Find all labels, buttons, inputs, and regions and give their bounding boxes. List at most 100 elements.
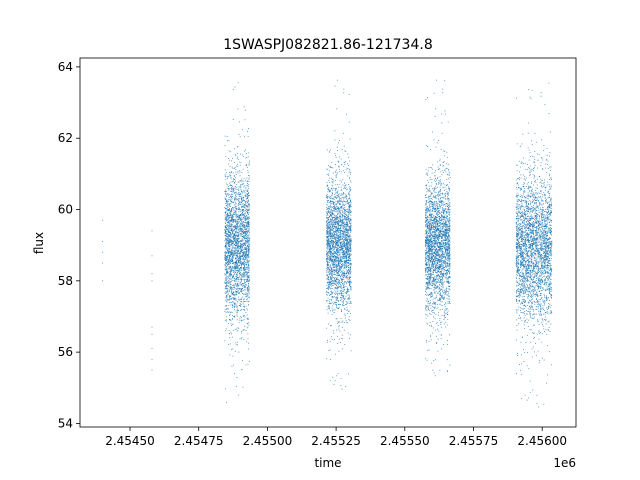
data-point bbox=[229, 237, 231, 239]
data-point bbox=[246, 196, 248, 198]
data-point bbox=[329, 256, 331, 257]
data-point bbox=[248, 271, 250, 273]
data-point bbox=[238, 225, 240, 227]
data-point bbox=[228, 188, 230, 190]
data-point bbox=[343, 88, 345, 90]
data-point bbox=[225, 248, 227, 250]
data-point bbox=[246, 267, 248, 269]
data-point bbox=[338, 246, 340, 248]
data-point bbox=[336, 146, 338, 148]
data-point bbox=[330, 278, 332, 280]
data-point bbox=[228, 214, 229, 216]
data-point bbox=[348, 276, 350, 278]
data-point bbox=[230, 253, 232, 254]
data-point bbox=[333, 276, 334, 278]
data-point bbox=[240, 271, 241, 273]
data-point bbox=[240, 275, 242, 276]
data-point bbox=[330, 277, 331, 279]
data-point bbox=[227, 263, 229, 265]
data-point bbox=[241, 267, 242, 268]
data-point bbox=[227, 193, 229, 195]
data-point bbox=[329, 273, 330, 275]
data-point bbox=[240, 198, 242, 200]
data-point bbox=[347, 235, 349, 237]
data-point bbox=[350, 250, 352, 252]
data-point bbox=[334, 223, 335, 225]
data-point bbox=[228, 231, 230, 233]
data-point bbox=[331, 267, 332, 269]
data-point bbox=[241, 244, 243, 245]
data-point bbox=[231, 318, 233, 320]
data-point bbox=[327, 196, 328, 198]
data-point bbox=[344, 273, 346, 274]
data-point bbox=[227, 230, 229, 232]
data-point bbox=[329, 244, 331, 246]
data-point bbox=[337, 142, 339, 144]
data-point bbox=[350, 254, 352, 255]
data-point bbox=[235, 261, 236, 263]
data-point bbox=[226, 298, 228, 300]
data-point bbox=[334, 264, 336, 266]
data-point bbox=[243, 210, 245, 212]
data-point bbox=[248, 250, 250, 252]
data-point bbox=[329, 252, 331, 254]
data-point bbox=[246, 189, 248, 191]
data-point bbox=[226, 201, 228, 203]
data-point bbox=[345, 210, 347, 212]
data-point bbox=[238, 394, 240, 396]
data-point bbox=[328, 243, 330, 245]
data-point bbox=[239, 276, 241, 278]
data-point bbox=[248, 296, 250, 298]
data-point bbox=[231, 241, 233, 243]
data-point bbox=[225, 259, 227, 261]
data-point bbox=[233, 233, 235, 235]
data-point bbox=[247, 242, 249, 244]
data-point bbox=[341, 249, 343, 251]
data-point bbox=[247, 245, 248, 246]
data-point bbox=[240, 299, 242, 300]
data-point bbox=[229, 209, 230, 210]
data-point bbox=[231, 255, 233, 257]
data-point bbox=[243, 256, 244, 258]
data-point bbox=[231, 230, 233, 232]
data-point bbox=[350, 230, 351, 232]
data-point bbox=[348, 236, 349, 237]
data-point bbox=[234, 264, 235, 266]
data-point bbox=[244, 279, 246, 281]
data-point bbox=[231, 215, 233, 217]
data-point bbox=[244, 272, 245, 274]
data-point bbox=[226, 276, 228, 278]
data-point bbox=[231, 252, 233, 254]
data-point bbox=[335, 274, 337, 276]
data-point bbox=[349, 198, 351, 200]
data-point bbox=[345, 277, 347, 279]
data-point bbox=[239, 265, 240, 267]
data-point bbox=[244, 300, 245, 302]
data-point bbox=[225, 225, 227, 227]
data-point bbox=[243, 304, 245, 306]
data-point bbox=[341, 311, 342, 312]
data-point bbox=[237, 156, 238, 158]
data-point bbox=[331, 184, 333, 186]
data-point bbox=[348, 192, 350, 194]
data-point bbox=[348, 290, 350, 292]
data-point bbox=[236, 153, 238, 154]
data-point bbox=[246, 254, 248, 256]
data-point bbox=[347, 249, 349, 251]
data-point bbox=[228, 199, 230, 201]
data-point bbox=[231, 333, 232, 335]
data-point bbox=[338, 328, 340, 330]
data-point bbox=[233, 274, 235, 275]
data-point bbox=[350, 303, 352, 304]
data-point bbox=[349, 188, 350, 190]
data-point bbox=[235, 271, 237, 273]
data-point bbox=[348, 226, 350, 227]
data-point bbox=[242, 199, 244, 201]
data-point bbox=[343, 274, 344, 276]
data-point bbox=[346, 304, 347, 306]
data-point bbox=[237, 250, 238, 252]
data-point bbox=[232, 253, 233, 255]
data-point bbox=[245, 284, 247, 285]
data-point bbox=[242, 225, 243, 227]
data-point bbox=[247, 183, 249, 184]
